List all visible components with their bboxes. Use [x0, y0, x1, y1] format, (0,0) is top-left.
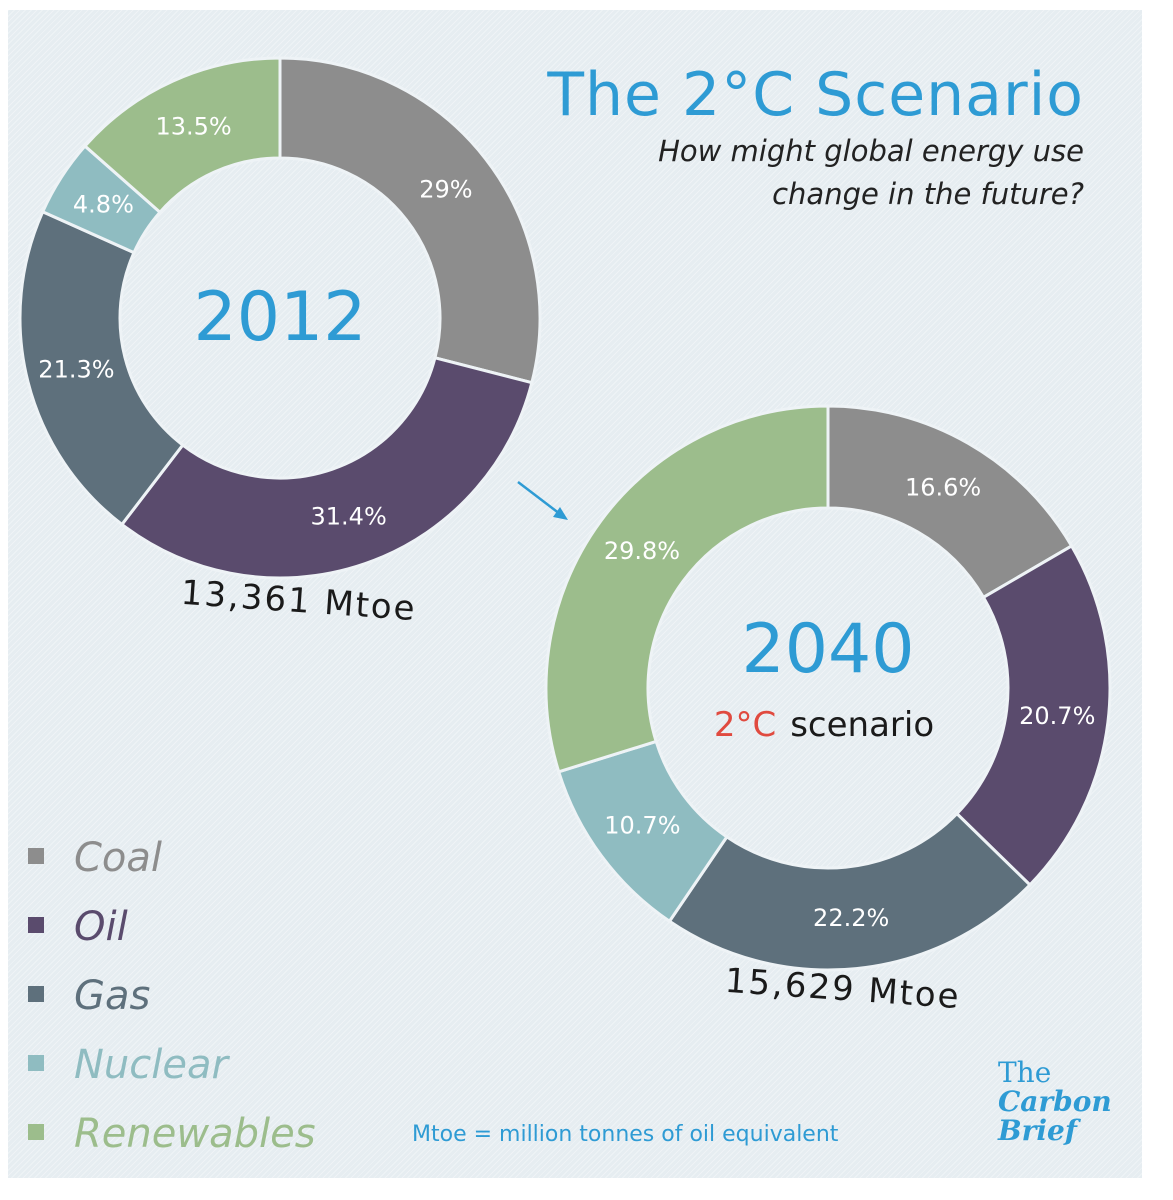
donut-2040-label-nuclear: 10.7% [604, 812, 680, 840]
donut-2040: 16.6% 20.7% 22.2% 10.7% 29.8% [544, 404, 1112, 972]
donut-2040-year: 2040 [741, 610, 914, 689]
donut-2012-label-oil: 31.4% [311, 502, 387, 530]
legend-swatch-renewables [28, 1124, 44, 1140]
legend-item-gas: Gas [28, 976, 150, 1016]
scenario-highlight: 2°C [714, 705, 776, 745]
donut-2040-label-coal: 16.6% [905, 474, 981, 502]
carbon-brief-logo: The Carbon Brief [998, 1058, 1112, 1145]
legend-item-oil: Oil [28, 907, 128, 947]
donut-2012-label-nuclear: 4.8% [73, 190, 134, 218]
transition-arrow-icon [517, 481, 568, 520]
brand-line-1: The [998, 1056, 1052, 1089]
donut-2040-slice-coal [826, 404, 1074, 600]
brand-line-3: Brief [998, 1114, 1077, 1147]
legend-swatch-coal [28, 848, 44, 864]
legend-item-coal: Coal [28, 838, 162, 878]
donut-2040-label-gas: 22.2% [813, 904, 889, 932]
legend-item-renewables: Renewables [28, 1114, 316, 1154]
legend-label-renewables: Renewables [74, 1111, 316, 1157]
legend-swatch-gas [28, 986, 44, 1002]
legend-swatch-oil [28, 917, 44, 933]
donut-2012-label-renewables: 13.5% [155, 113, 231, 141]
donut-2012-slice-coal [278, 56, 542, 385]
donut-2012-slice-oil [119, 355, 534, 580]
unit-footnote: Mtoe = million tonnes of oil equivalent [412, 1122, 839, 1147]
legend-label-nuclear: Nuclear [74, 1042, 228, 1088]
legend-swatch-nuclear [28, 1055, 44, 1071]
donut-2040-total: 15,629 Mtoe [724, 961, 962, 1017]
legend-label-coal: Coal [74, 835, 163, 881]
scenario-rest: scenario [790, 705, 934, 745]
donut-2012-slice-gas [18, 209, 185, 527]
donut-2040-scenario: 2°C scenario [714, 705, 934, 745]
donut-2040-label-renewables: 29.8% [604, 537, 680, 565]
donut-2012-slice-renewables [82, 56, 282, 215]
donut-2012-year: 2012 [193, 278, 366, 357]
donut-2012-total: 13,361 Mtoe [180, 573, 418, 629]
donut-2012-label-coal: 29% [419, 175, 472, 203]
legend-label-gas: Gas [74, 973, 151, 1019]
donut-2012-label-gas: 21.3% [38, 356, 114, 384]
legend-item-nuclear: Nuclear [28, 1045, 228, 1085]
infographic-subtitle: How might global energy use change in th… [658, 134, 1084, 211]
donut-2040-slice-renewables [544, 404, 830, 774]
donut-2040-slice-oil [954, 543, 1112, 888]
donut-2012: 29% 31.4% 21.3% 4.8% 13.5% [18, 56, 542, 580]
legend-label-oil: Oil [74, 904, 128, 950]
brand-line-2: Carbon [998, 1085, 1112, 1118]
donut-2040-slice-gas [667, 811, 1033, 972]
donut-2040-label-oil: 20.7% [1019, 702, 1095, 730]
infographic-title: The 2°C Scenario [547, 60, 1084, 130]
